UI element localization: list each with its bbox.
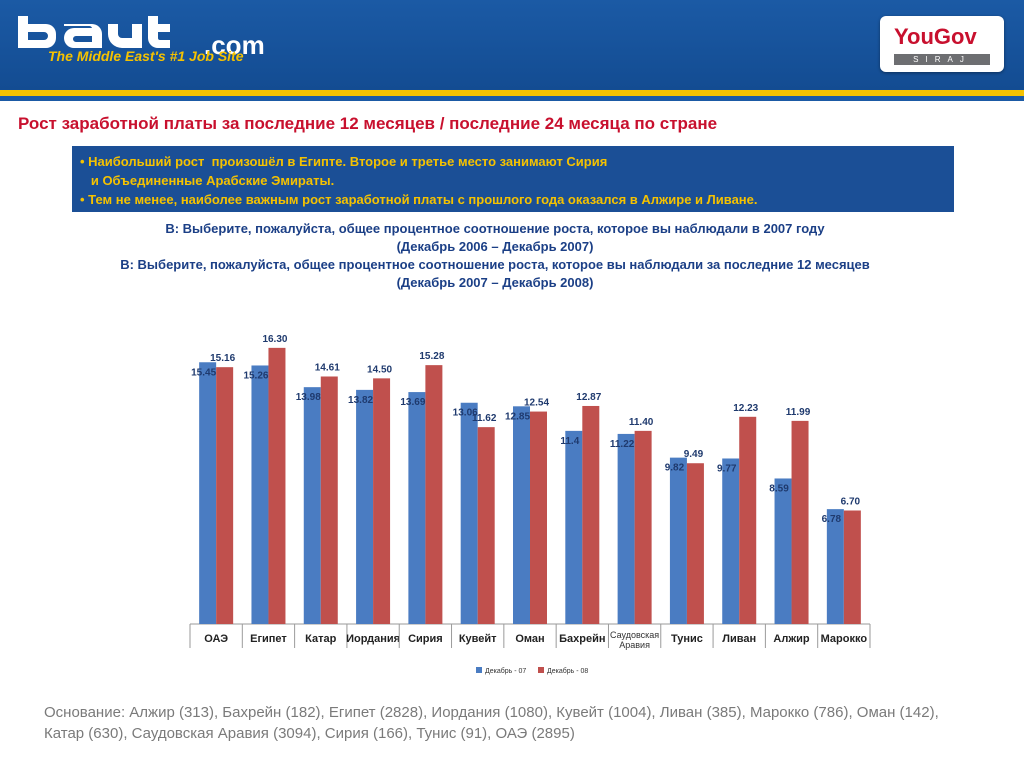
period-2007: (Декабрь 2006 – Декабрь 2007) [396, 239, 594, 254]
bar-dec08 [843, 510, 861, 624]
question-2007: В: Выберите, пожалуйста, общее процентно… [165, 221, 825, 236]
bayt-logo-icon [18, 16, 170, 48]
data-label: 8.59 [769, 483, 789, 494]
page-title: Рост заработной платы за последние 12 ме… [18, 114, 718, 133]
bar-dec08 [373, 378, 391, 624]
legend-label: Декабрь - 07 [485, 667, 526, 675]
category-label: Сирия [408, 633, 443, 645]
data-label: 11.40 [629, 417, 654, 428]
bar-dec08 [268, 347, 286, 624]
siraj-label: SIRAJ [894, 54, 990, 65]
data-label: 15.28 [419, 351, 444, 362]
data-label: 9.77 [717, 463, 737, 474]
period-2008: (Декабрь 2007 – Декабрь 2008) [396, 275, 594, 290]
bar-dec07 [199, 362, 217, 624]
data-label: 15.26 [243, 370, 268, 381]
yougov-you: You [894, 24, 934, 49]
data-label: 11.62 [472, 413, 497, 424]
data-label: 11.99 [786, 407, 811, 418]
data-label: 11.4 [560, 436, 579, 447]
findings-box: • Наибольший рост произошёл в Египте. Вт… [72, 146, 954, 212]
bar-dec07 [408, 392, 426, 624]
category-label: Тунис [671, 633, 703, 645]
bar-dec07 [565, 430, 583, 624]
header-banner: .com The Middle East's #1 Job Site YouGo… [0, 0, 1024, 90]
bar-dec08 [686, 463, 704, 624]
data-label: 9.49 [684, 449, 704, 460]
bar-dec08 [582, 405, 600, 624]
data-label: 14.61 [315, 362, 340, 373]
category-label: Оман [515, 633, 544, 645]
data-label: 9.82 [665, 463, 685, 474]
data-label: 11.22 [610, 439, 635, 450]
category-label: Египет [250, 633, 287, 645]
category-label: ОАЭ [204, 633, 228, 645]
finding-line: и Объединенные Арабские Эмираты. [80, 173, 335, 188]
survey-questions: В: Выберите, пожалуйста, общее процентно… [60, 220, 930, 292]
data-label: 13.82 [348, 395, 373, 406]
data-label: 13.06 [453, 408, 478, 419]
bar-dec07 [722, 458, 740, 624]
category-label: Кувейт [459, 633, 497, 645]
salary-growth-chart: 15.45 15.16 ОАЭ 15.26 16.30 Египет 13.98 14.61 К… [189, 334, 871, 675]
data-label: 12.23 [733, 403, 758, 414]
bar-dec07 [826, 509, 844, 624]
data-label: 16.30 [262, 334, 287, 345]
category-label: Бахрейн [559, 633, 605, 645]
data-label: 6.70 [841, 496, 861, 507]
bar-dec07 [251, 365, 269, 624]
data-label: 15.45 [191, 367, 216, 378]
tagline: The Middle East's #1 Job Site [48, 48, 244, 64]
data-label: 13.69 [400, 397, 425, 408]
bar-dec07 [460, 402, 478, 624]
sample-base: Основание: Алжир (313), Бахрейн (182), Е… [44, 704, 939, 742]
bar-dec08 [477, 427, 495, 624]
yougov-gov: Gov [933, 24, 977, 49]
bar-dec08 [425, 365, 443, 624]
legend-swatch [476, 667, 482, 673]
bar-dec08 [739, 416, 757, 624]
category-label: Катар [305, 633, 336, 645]
bar-dec07 [617, 433, 635, 624]
bar-dec07 [356, 389, 374, 624]
yougov-logo[interactable]: YouGov SIRAJ [880, 16, 1004, 72]
finding-line: • Наибольший рост произошёл в Египте. Вт… [80, 154, 608, 169]
bayt-logo[interactable]: .com [14, 12, 265, 60]
category-label: Аравия [619, 640, 650, 650]
category-label: Ливан [722, 633, 756, 645]
data-label: 15.16 [210, 353, 235, 364]
category-label: Саудовская [610, 630, 659, 640]
bar-dec07 [513, 406, 530, 624]
bar-dec07 [774, 478, 792, 624]
category-label: Алжир [773, 633, 809, 645]
bar-dec08 [530, 411, 547, 624]
bar-dec07 [303, 387, 321, 624]
chart-panel: 15.45 15.16 ОАЭ 15.26 16.30 Египет 13.98 14.61 К… [180, 316, 878, 700]
data-label: 12.87 [576, 392, 601, 403]
bar-dec08 [216, 367, 234, 624]
data-label: 6.78 [822, 514, 842, 525]
bar-dec08 [634, 430, 652, 624]
bar-dec08 [320, 376, 338, 624]
legend-swatch [538, 667, 544, 673]
finding-line: • Тем не менее, наиболее важным рост зар… [80, 192, 758, 207]
bar-dec07 [669, 457, 687, 624]
data-label: 12.54 [524, 398, 549, 409]
data-label: 13.98 [296, 392, 321, 403]
category-label: Марокко [821, 633, 868, 645]
header-stripe-blue [0, 96, 1024, 101]
bar-dec08 [791, 420, 809, 624]
data-label: 14.50 [367, 364, 392, 375]
question-2008: В: Выберите, пожалуйста, общее процентно… [120, 257, 870, 272]
logo-suffix: .com [204, 30, 265, 60]
legend-label: Декабрь - 08 [547, 667, 588, 675]
category-label: Иордания [346, 633, 400, 645]
yougov-logo-text: YouGov [894, 24, 977, 50]
header-stripe-yellow [0, 90, 1024, 96]
data-label: 12.85 [505, 411, 530, 422]
